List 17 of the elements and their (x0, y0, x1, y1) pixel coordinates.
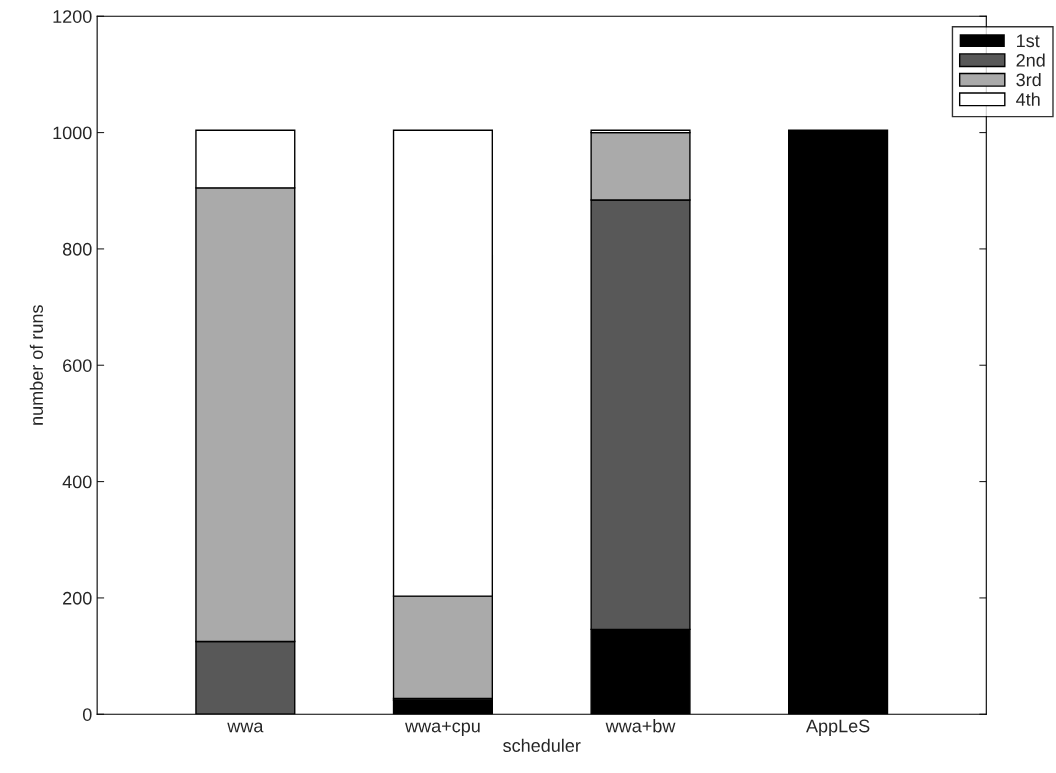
y-axis-title: number of runs (29, 305, 43, 425)
x-tick-label: wwa (227, 722, 264, 733)
x-tick-label: wwa+bw (605, 719, 676, 733)
x-tick-label: AppLeS (806, 719, 870, 736)
y-tick-label: 400 (62, 475, 92, 489)
y-tick-label: 1200 (53, 10, 92, 23)
legend-label: 3rd (1016, 73, 1041, 87)
legend-label: 4th (1016, 92, 1040, 106)
y-tick-label: 0 (82, 708, 92, 721)
legend-label: 1st (1017, 34, 1040, 48)
y-tick-label: 600 (63, 359, 92, 372)
y-tick-label: 800 (62, 242, 92, 256)
legend-label: 2nd (1016, 53, 1045, 67)
x-axis-title: scheduler (503, 738, 581, 752)
y-tick-label: 1000 (53, 126, 92, 140)
x-tick-label: wwa+cpu (405, 721, 480, 736)
y-tick-label: 200 (63, 591, 92, 605)
